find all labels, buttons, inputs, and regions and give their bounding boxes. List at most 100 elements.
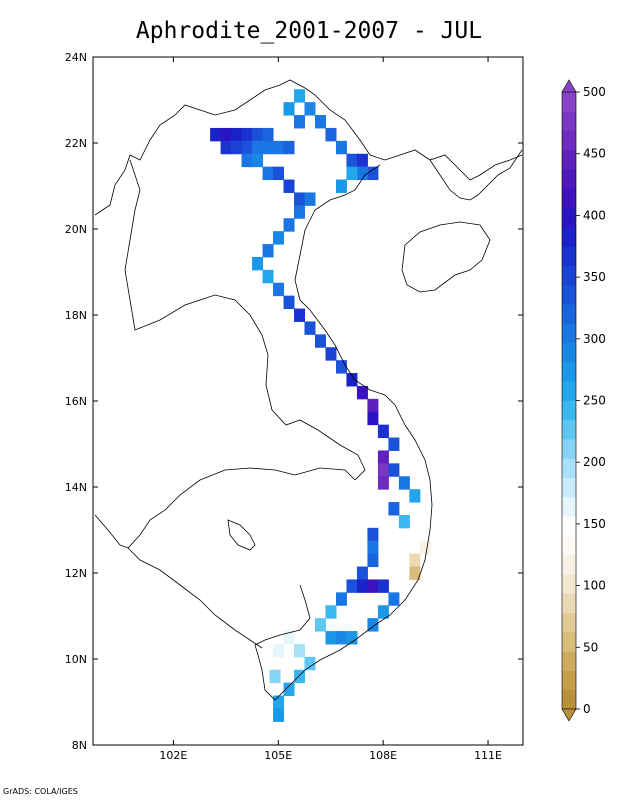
x-tick-label: 111E <box>474 749 502 762</box>
precip-cell <box>356 385 368 400</box>
precip-cell <box>283 682 295 697</box>
colorbar-label: 50 <box>583 640 598 654</box>
colorbar-segment <box>562 496 576 517</box>
x-tick-label: 108E <box>369 749 397 762</box>
colorbar-segment <box>562 458 576 479</box>
precip-cell <box>367 540 379 555</box>
precip-cell <box>409 553 421 568</box>
colorbar-segment <box>562 149 576 170</box>
colorbar-label: 300 <box>583 332 606 346</box>
precip-cell <box>241 140 253 155</box>
precip-cell <box>294 308 306 322</box>
y-tick-label: 10N <box>65 653 87 666</box>
precip-cell <box>220 127 232 142</box>
precip-cell <box>294 205 306 219</box>
precip-cell <box>241 153 253 168</box>
precip-cell <box>273 708 285 722</box>
precip-cell <box>356 153 368 168</box>
precip-cell <box>419 540 431 555</box>
colorbar-label: 450 <box>583 147 606 161</box>
precip-cell <box>409 527 421 542</box>
precip-cell <box>325 631 337 645</box>
colorbar-segment <box>562 304 576 324</box>
colorbar-segment <box>562 477 576 498</box>
precip-cell <box>304 321 316 335</box>
y-tick-label: 14N <box>65 481 87 494</box>
colorbar-segment <box>562 631 576 652</box>
precip-cell <box>377 424 389 439</box>
precip-cell <box>325 347 337 361</box>
precip-cell <box>388 592 400 606</box>
colorbar-segment <box>562 574 576 594</box>
precip-cell <box>346 631 358 645</box>
precip-cell <box>335 592 347 606</box>
precip-cell <box>262 269 274 284</box>
precip-cell <box>294 89 306 103</box>
colorbar-segment <box>562 689 576 710</box>
precip-cell <box>273 643 285 658</box>
precip-cell <box>356 166 368 181</box>
plot-frame <box>92 56 524 746</box>
colorbar-label: 250 <box>583 394 606 408</box>
y-tick-label: 24N <box>65 51 87 64</box>
x-tick-label: 105E <box>264 749 292 762</box>
precip-cell <box>241 127 253 142</box>
precip-cell <box>377 450 389 464</box>
precip-cell <box>388 463 400 477</box>
precip-cell <box>252 140 264 155</box>
precip-cell <box>346 373 358 387</box>
precip-cell <box>346 579 358 593</box>
colorbar-label: 200 <box>583 455 606 469</box>
colorbar-segment <box>562 593 576 613</box>
precip-cell <box>356 566 368 580</box>
colorbar-segment <box>562 92 576 112</box>
colorbar-segment <box>562 535 576 556</box>
x-axis-ticks: 102E 105E 108E 111E <box>159 57 502 762</box>
precip-cell <box>367 398 379 413</box>
y-tick-label: 22N <box>65 137 87 150</box>
precip-cell <box>283 102 295 116</box>
precip-cell <box>273 282 285 297</box>
colorbar-segment <box>562 419 576 440</box>
colorbar-segment <box>562 130 576 151</box>
colorbar-segment <box>562 284 576 305</box>
precip-cell <box>304 192 316 206</box>
precip-cell <box>252 153 264 168</box>
precip-cell <box>273 140 285 155</box>
y-tick-label: 16N <box>65 395 87 408</box>
precip-cell <box>335 631 347 645</box>
precip-cell <box>388 437 400 451</box>
precip-cell <box>294 643 306 658</box>
y-axis-ticks: 24N 22N 20N 18N 16N 14N 12N 10N 8N <box>65 51 523 752</box>
colorbar-segment <box>562 265 576 286</box>
colorbar-min-arrow <box>561 708 577 722</box>
precip-cell <box>262 140 274 155</box>
y-tick-label: 8N <box>72 739 87 752</box>
precip-cell <box>273 231 285 245</box>
leizhou-coast <box>429 149 523 201</box>
precip-cell <box>294 192 306 206</box>
precip-cell <box>262 166 274 181</box>
precip-cell <box>283 140 295 155</box>
precip-cell <box>252 127 264 142</box>
coastline-outline <box>94 79 523 701</box>
land-border-north <box>94 79 523 216</box>
precip-cells <box>210 89 431 722</box>
colorbar-label: 350 <box>583 270 606 284</box>
precip-cell <box>346 153 358 168</box>
colorbar-label: 0 <box>583 702 591 716</box>
precip-cell <box>231 140 243 155</box>
laos-border <box>124 159 366 481</box>
precip-cell <box>367 527 379 542</box>
precip-cell <box>377 605 389 619</box>
colorbar-segment <box>562 342 576 363</box>
colorbar-segment <box>562 188 576 209</box>
precip-cell <box>367 166 379 181</box>
precip-cell <box>409 566 421 580</box>
precip-cell <box>325 605 337 619</box>
colorbar-label: 100 <box>583 579 606 593</box>
colorbar-segment <box>562 323 576 344</box>
precip-cell <box>262 127 274 142</box>
